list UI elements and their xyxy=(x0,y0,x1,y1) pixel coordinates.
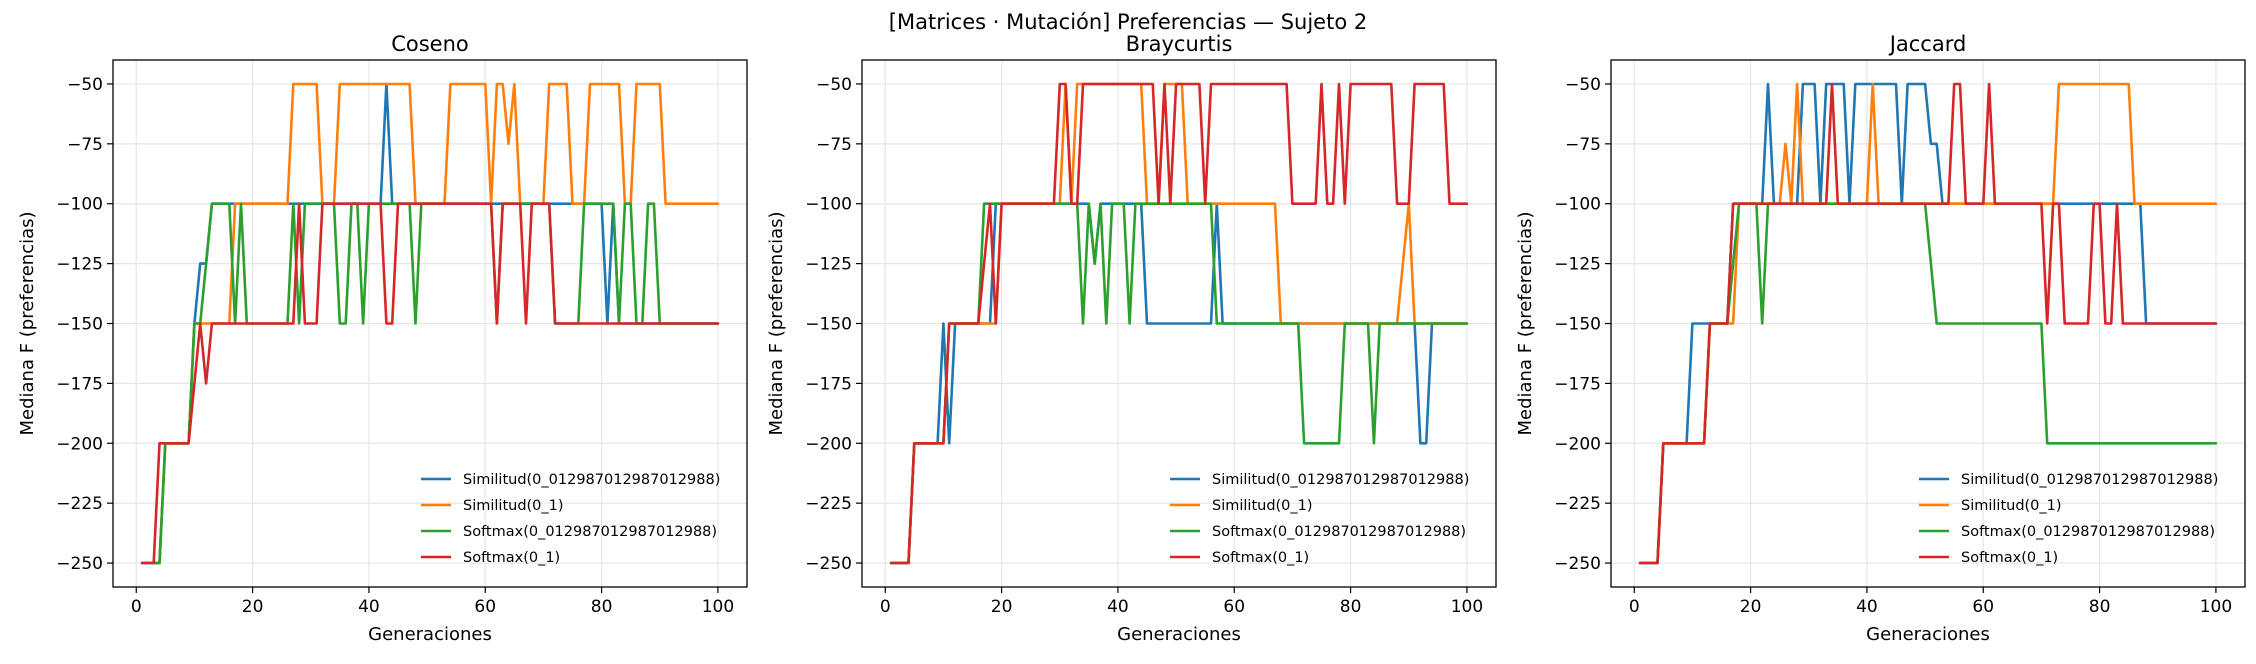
y-tick-label: −250 xyxy=(1554,554,1601,574)
y-tick-label: −100 xyxy=(56,195,103,215)
y-tick-label: −200 xyxy=(1554,434,1601,454)
y-tick-label: −225 xyxy=(805,494,852,514)
x-tick-label: 80 xyxy=(591,597,613,617)
y-tick-label: −50 xyxy=(816,75,852,95)
y-tick-label: −100 xyxy=(805,195,852,215)
subplot-jaccard: 0 20 40 60 80 100 −250 −225 −200 −175 −150 −125 −100… xyxy=(1515,32,2246,645)
x-tick-label: 100 xyxy=(2200,597,2232,617)
y-tick-label: −200 xyxy=(805,434,852,454)
x-tick-label: 60 xyxy=(1972,597,1994,617)
legend-label-1: Similitud(0_1) xyxy=(1961,498,2062,514)
x-tick-label: 0 xyxy=(131,597,142,617)
x-tick-label: 0 xyxy=(880,597,891,617)
x-axis-label: Generaciones xyxy=(1866,624,1990,645)
y-tick-label: −75 xyxy=(1565,135,1601,155)
y-tick-label: −75 xyxy=(816,135,852,155)
x-tick-label: 20 xyxy=(1740,597,1762,617)
y-tick-label: −100 xyxy=(1554,195,1601,215)
subplot-coseno: 0 20 40 60 80 100 −250 −225 −200 −175 −150 −125 −100… xyxy=(17,32,748,645)
x-axis-label: Generaciones xyxy=(1117,624,1241,645)
legend-label-0: Similitud(0_012987012987012988) xyxy=(1212,472,1469,488)
y-axis-label: Mediana F (preferencias) xyxy=(17,211,38,435)
legend-label-3: Softmax(0_1) xyxy=(1961,550,2058,566)
x-tick-label: 40 xyxy=(1107,597,1129,617)
legend: Similitud(0_012987012987012988) Similitud… xyxy=(1170,472,1469,566)
y-tick-label: −150 xyxy=(805,315,852,335)
y-tick-label: −50 xyxy=(1565,75,1601,95)
x-tick-label: 60 xyxy=(1223,597,1245,617)
y-tick-label: −150 xyxy=(1554,315,1601,335)
x-tick-label: 80 xyxy=(1340,597,1362,617)
y-tick-label: −50 xyxy=(67,75,103,95)
x-axis-label: Generaciones xyxy=(368,624,492,645)
x-tick-label: 100 xyxy=(1451,597,1483,617)
y-tick-label: −75 xyxy=(67,135,103,155)
series-line-3 xyxy=(889,82,1469,565)
y-tick-label: −200 xyxy=(56,434,103,454)
y-tick-label: −175 xyxy=(1554,374,1601,394)
x-tick-label: 20 xyxy=(991,597,1013,617)
series-line-3 xyxy=(140,202,720,565)
y-axis-label: Mediana F (preferencias) xyxy=(1515,211,1536,435)
legend: Similitud(0_012987012987012988) Similitud… xyxy=(1919,472,2218,566)
legend-label-2: Softmax(0_012987012987012988) xyxy=(1961,524,2215,540)
legend-label-2: Softmax(0_012987012987012988) xyxy=(1212,524,1466,540)
legend-label-3: Softmax(0_1) xyxy=(1212,550,1309,566)
series-line-2 xyxy=(140,202,720,565)
x-tick-label: 40 xyxy=(1856,597,1878,617)
figure-suptitle: [Matrices · Mutación] Preferencias — Suj… xyxy=(888,10,1368,34)
y-tick-label: −125 xyxy=(805,255,852,275)
legend-label-3: Softmax(0_1) xyxy=(463,550,560,566)
x-tick-label: 0 xyxy=(1629,597,1640,617)
subplot-title: Jaccard xyxy=(1888,32,1967,56)
y-tick-label: −175 xyxy=(805,374,852,394)
subplot-title: Coseno xyxy=(391,32,469,56)
x-tick-label: 80 xyxy=(2089,597,2111,617)
y-tick-label: −150 xyxy=(56,315,103,335)
x-tick-label: 100 xyxy=(702,597,734,617)
y-tick-label: −125 xyxy=(1554,255,1601,275)
y-tick-label: −250 xyxy=(805,554,852,574)
subplot-title: Braycurtis xyxy=(1126,32,1233,56)
legend: Similitud(0_012987012987012988) Similitud… xyxy=(421,472,720,566)
legend-label-0: Similitud(0_012987012987012988) xyxy=(1961,472,2218,488)
y-axis-label: Mediana F (preferencias) xyxy=(766,211,787,435)
y-tick-label: −175 xyxy=(56,374,103,394)
x-tick-label: 20 xyxy=(242,597,264,617)
legend-label-2: Softmax(0_012987012987012988) xyxy=(463,524,717,540)
y-tick-label: −225 xyxy=(56,494,103,514)
x-tick-label: 40 xyxy=(358,597,380,617)
y-tick-label: −125 xyxy=(56,255,103,275)
x-tick-label: 60 xyxy=(474,597,496,617)
series-line-3 xyxy=(1638,82,2218,565)
legend-label-0: Similitud(0_012987012987012988) xyxy=(463,472,720,488)
legend-label-1: Similitud(0_1) xyxy=(463,498,564,514)
y-tick-label: −225 xyxy=(1554,494,1601,514)
subplot-braycurtis: 0 20 40 60 80 100 −250 −225 −200 −175 −150 −125 −100… xyxy=(766,32,1497,645)
legend-label-1: Similitud(0_1) xyxy=(1212,498,1313,514)
y-tick-label: −250 xyxy=(56,554,103,574)
